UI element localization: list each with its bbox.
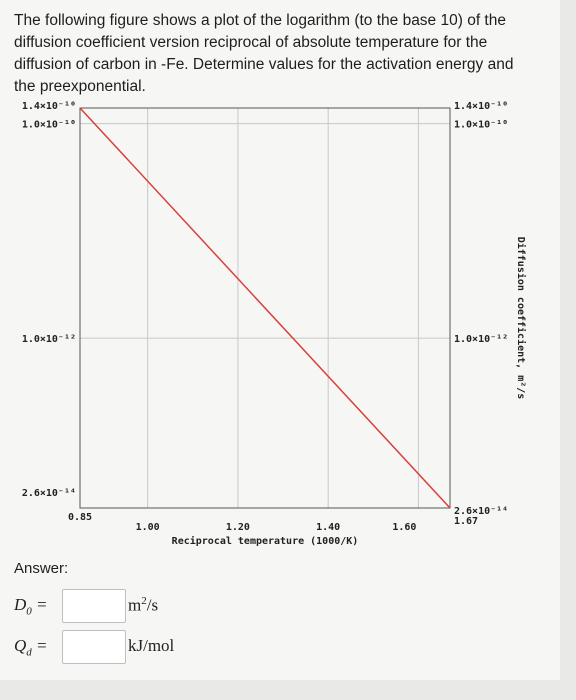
y-tick-label-left: 2.6×10⁻¹⁴ [22, 488, 76, 499]
x-axis-label: Reciprocal temperature (1000/K) [172, 535, 359, 547]
question-text: The following figure shows a plot of the… [14, 12, 514, 95]
plot-frame [79, 107, 451, 509]
series-line [79, 107, 451, 509]
y-tick-label-right: 1.0×10⁻¹² [454, 334, 508, 345]
d0-input[interactable] [62, 589, 126, 623]
chart-labels: 0.85 1.00 1.20 1.40 1.60 1.67 1.4×10⁻¹⁰ 1.0×10⁻… [22, 101, 527, 547]
x-tick-label: 1.67 [454, 516, 478, 527]
x-tick-label: 1.20 [226, 522, 250, 533]
answer-label: Answer: [14, 560, 69, 577]
y-tick-label-left: 1.0×10⁻¹⁰ [22, 120, 76, 131]
qd-unit: kJ/mol [128, 636, 175, 655]
y-tick-label-right: 1.0×10⁻¹⁰ [454, 120, 508, 131]
d0-symbol: D0 = [14, 595, 48, 618]
qd-input[interactable] [62, 630, 126, 664]
x-tick-label: 1.00 [136, 522, 160, 533]
y-tick-label-left: 1.0×10⁻¹² [22, 334, 76, 345]
x-tick-label: 1.60 [392, 522, 416, 533]
diffusion-chart: 0.85 1.00 1.20 1.40 1.60 1.67 1.4×10⁻¹⁰ 1.0×10⁻… [22, 101, 527, 547]
y-tick-label-right: 2.6×10⁻¹⁴ [454, 506, 508, 517]
y-tick-label-left: 1.4×10⁻¹⁰ [22, 101, 76, 112]
question-card: The following figure shows a plot of the… [0, 0, 560, 680]
y-axis-label: Diffusion coefficient, m²/s [515, 237, 527, 400]
y-tick-label-right: 1.4×10⁻¹⁰ [454, 101, 508, 112]
chart-marks [79, 107, 451, 509]
x-tick-label: 1.40 [316, 522, 340, 533]
x-tick-label: 0.85 [68, 512, 92, 523]
d0-unit: m2/s [128, 595, 159, 615]
qd-symbol: Qd = [14, 636, 48, 659]
